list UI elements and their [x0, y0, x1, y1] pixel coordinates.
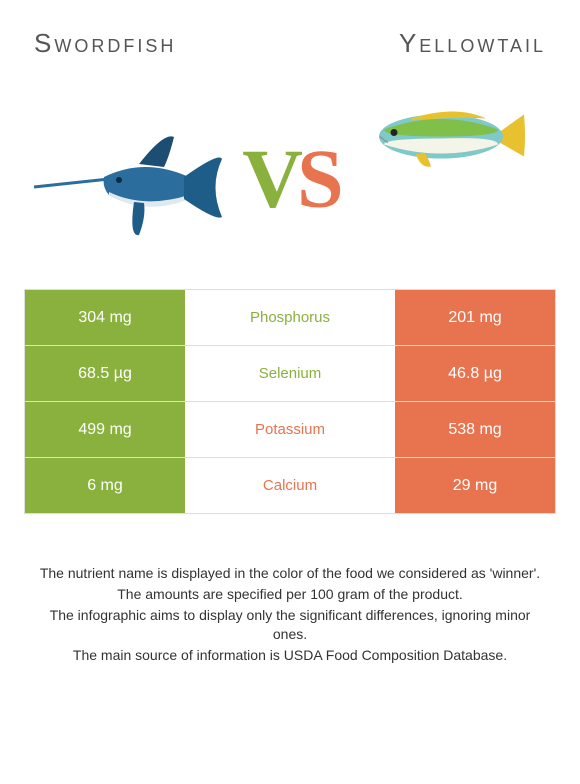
vs-v: V	[242, 131, 297, 228]
swordfish-tail	[184, 157, 222, 217]
cell-nutrient-label: Selenium	[185, 346, 395, 401]
swordfish-dorsal-fin	[139, 136, 174, 167]
nutrient-table: 304 mg Phosphorus 201 mg 68.5 µg Seleniu…	[24, 289, 556, 514]
cell-left-value: 68.5 µg	[25, 346, 185, 401]
vs-s: S	[297, 131, 338, 228]
table-row: 499 mg Potassium 538 mg	[25, 402, 555, 458]
table-row: 6 mg Calcium 29 mg	[25, 458, 555, 514]
footer-line: The infographic aims to display only the…	[34, 606, 546, 644]
title-right: Yellowtail	[399, 28, 546, 59]
cell-left-value: 499 mg	[25, 402, 185, 457]
swordfish-pelvic-fin	[132, 202, 144, 235]
swordfish-bill	[34, 179, 109, 187]
yellowtail-image	[366, 97, 526, 182]
swordfish-image	[24, 117, 224, 272]
cell-right-value: 29 mg	[395, 458, 555, 513]
cell-right-value: 46.8 µg	[395, 346, 555, 401]
yellowtail-eye	[391, 129, 398, 136]
cell-right-value: 538 mg	[395, 402, 555, 457]
title-left: Swordfish	[34, 28, 176, 59]
table-row: 304 mg Phosphorus 201 mg	[25, 290, 555, 346]
infographic-container: Swordfish Yellowtail VS	[0, 0, 580, 784]
cell-nutrient-label: Calcium	[185, 458, 395, 513]
hero-section: VS	[24, 69, 556, 289]
vs-label: VS	[242, 131, 337, 228]
footer-notes: The nutrient name is displayed in the co…	[24, 564, 556, 666]
cell-nutrient-label: Phosphorus	[185, 290, 395, 345]
cell-left-value: 304 mg	[25, 290, 185, 345]
footer-line: The main source of information is USDA F…	[34, 646, 546, 665]
cell-right-value: 201 mg	[395, 290, 555, 345]
title-row: Swordfish Yellowtail	[24, 28, 556, 59]
footer-line: The nutrient name is displayed in the co…	[34, 564, 546, 583]
swordfish-eye	[116, 177, 122, 183]
cell-left-value: 6 mg	[25, 458, 185, 513]
table-row: 68.5 µg Selenium 46.8 µg	[25, 346, 555, 402]
footer-line: The amounts are specified per 100 gram o…	[34, 585, 546, 604]
cell-nutrient-label: Potassium	[185, 402, 395, 457]
